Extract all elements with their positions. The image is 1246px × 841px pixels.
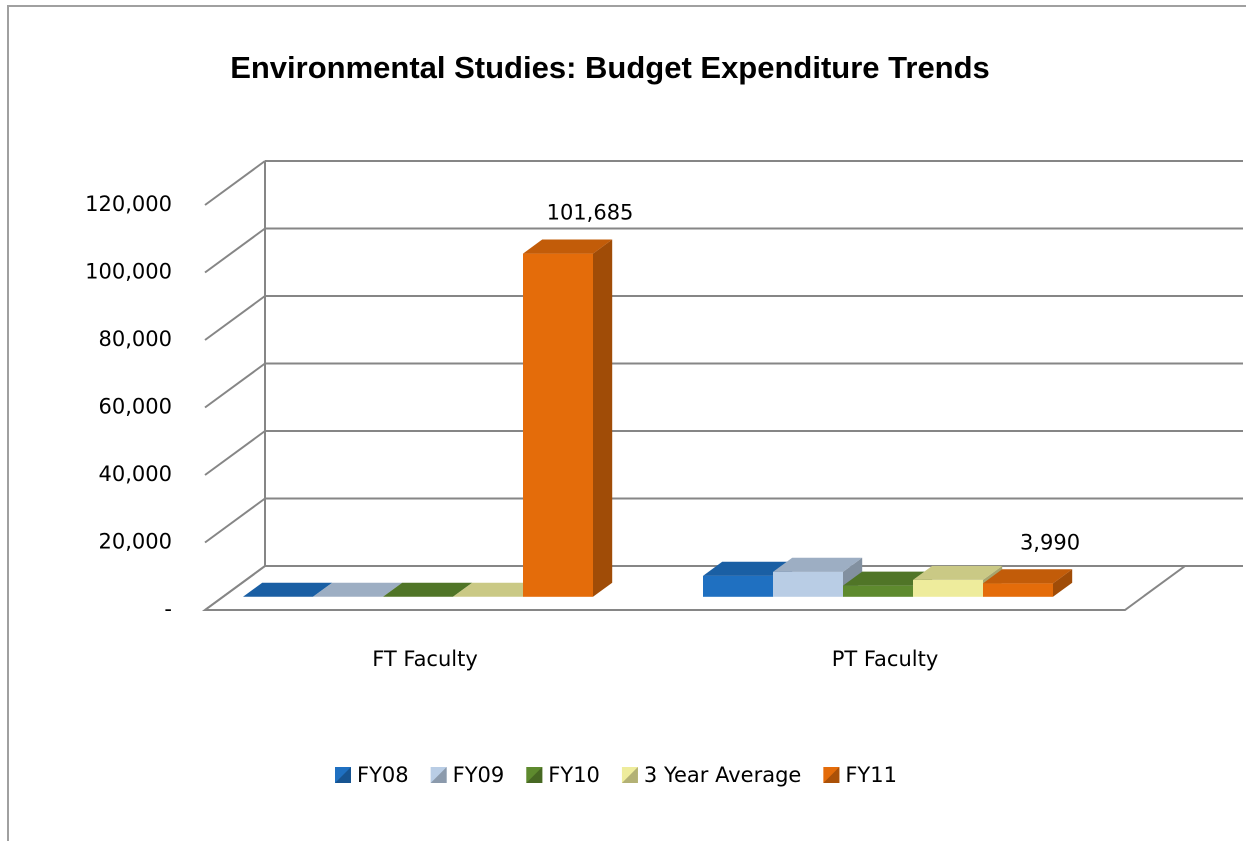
bar-top: [913, 565, 1003, 580]
x-tick-label: FT Faculty: [372, 647, 478, 671]
bar-top: [523, 239, 613, 254]
legend-label: FY11: [845, 763, 897, 787]
legend-label: FY09: [453, 763, 505, 787]
legend-swatch-shade: [823, 767, 840, 783]
bar: [773, 571, 843, 597]
y-tick-label: 100,000: [85, 260, 172, 284]
legend-label: 3 Year Average: [644, 763, 801, 787]
bar-side: [1053, 569, 1073, 597]
legend: FY08 FY09 FY10 3 Year Average FY11: [335, 763, 897, 787]
y-tick-label: 20,000: [99, 530, 172, 554]
grid-line-side: [204, 160, 266, 206]
grid-line-side: [204, 295, 266, 341]
bar: [523, 253, 593, 597]
data-label: 3,990: [1020, 530, 1080, 554]
chart-border: [7, 5, 1246, 841]
bar-side: [593, 239, 613, 597]
grid-line-side: [204, 430, 266, 476]
chart-title: Environmental Studies: Budget Expenditur…: [230, 50, 990, 85]
y-tick-label: 60,000: [99, 395, 172, 419]
bar: [703, 575, 773, 597]
bar-top: [983, 569, 1073, 584]
bar: [983, 583, 1053, 597]
y-tick-label: 80,000: [99, 327, 172, 351]
legend-label: FY08: [357, 763, 409, 787]
bar-top: [703, 561, 793, 576]
legend-label: FY10: [548, 763, 600, 787]
bar-top: [383, 582, 473, 597]
legend-swatch-shade: [621, 767, 638, 783]
y-tick-label: 40,000: [99, 462, 172, 486]
bar-top: [453, 582, 543, 597]
grid-line-side: [204, 227, 266, 274]
y-tick-label: -: [164, 597, 172, 621]
grid-line-side: [204, 565, 266, 611]
legend-swatch-shade: [335, 767, 351, 783]
bar-top: [843, 571, 933, 586]
grid-line-side: [204, 362, 266, 409]
y-tick-label: 120,000: [85, 192, 172, 216]
legend-swatch-shade: [526, 767, 543, 783]
grid-line-side: [204, 497, 266, 544]
bar-top: [313, 582, 403, 597]
bar: [843, 585, 913, 597]
data-label: 101,685: [547, 201, 634, 225]
bar: [913, 579, 983, 597]
bar-top: [243, 582, 333, 597]
legend-swatch-shade: [430, 767, 447, 783]
bar-top: [773, 557, 863, 572]
x-tick-label: PT Faculty: [832, 647, 939, 671]
